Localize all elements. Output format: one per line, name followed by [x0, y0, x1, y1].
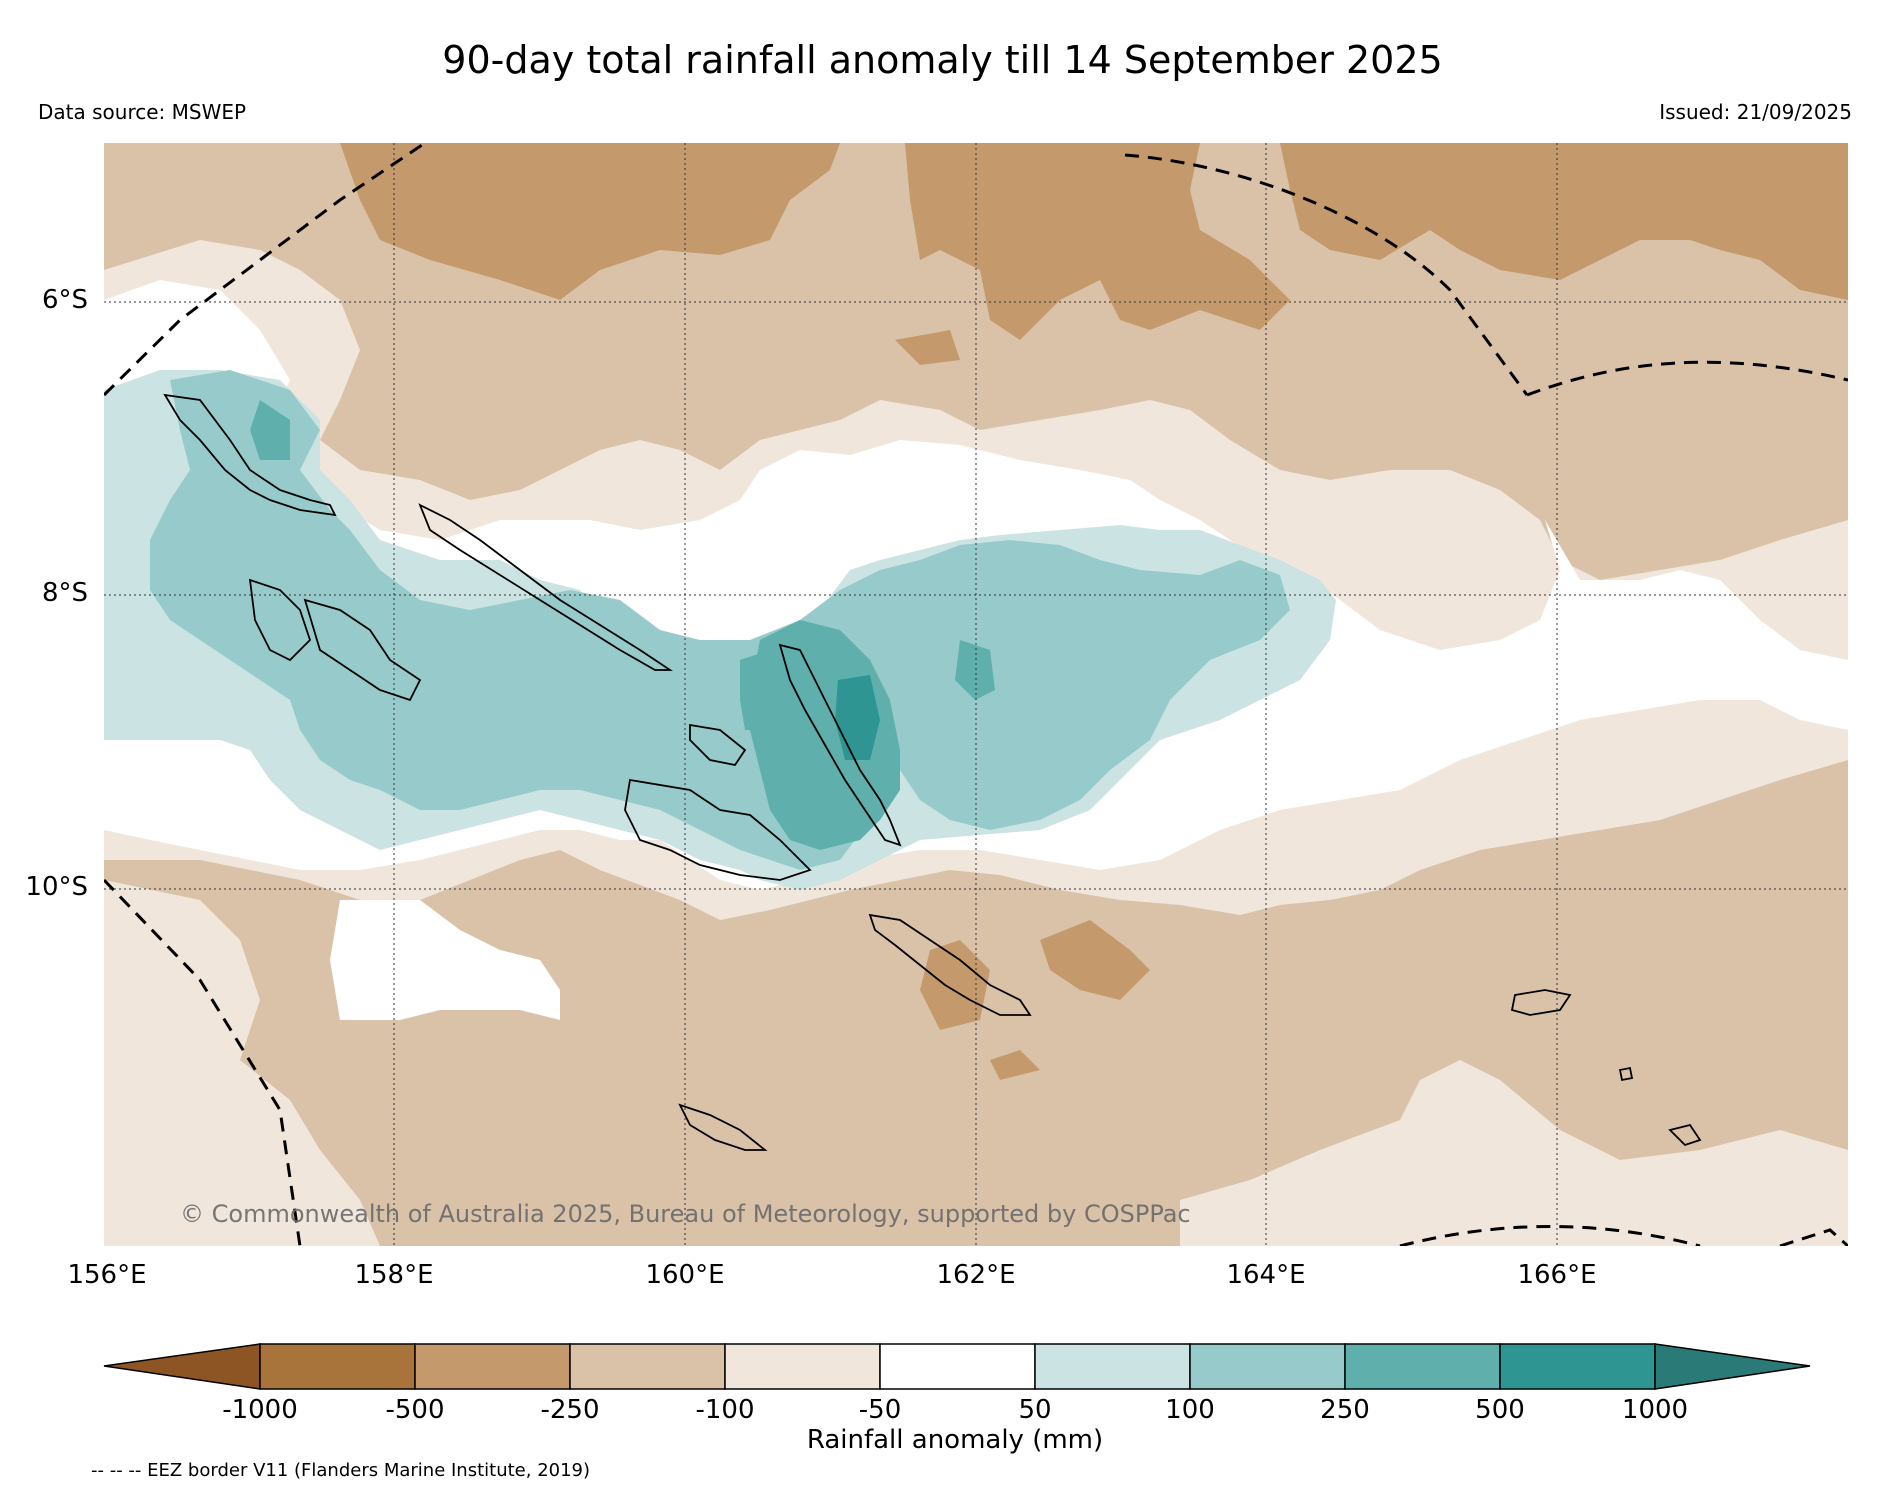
contour-wet-250-500-3: [955, 640, 995, 700]
contour-dry-north-3: [1280, 143, 1848, 300]
data-source-label: Data source: MSWEP: [38, 100, 247, 124]
contour-dry-south-2: [920, 940, 990, 1030]
colorbar-segment-2: [414, 1343, 571, 1390]
island-small-1: [1668, 1123, 1702, 1147]
colorbar-tick: -250: [540, 1395, 600, 1425]
colorbar: [103, 1343, 1811, 1390]
contour-dry-south-1: [1040, 920, 1150, 1000]
contour-dry-north-2: [905, 143, 1290, 340]
lat-label-6s: 6°S: [41, 285, 88, 315]
lat-label-8s: 8°S: [41, 578, 88, 608]
contour-wet-250-500-2: [740, 650, 780, 730]
island-new-georgia: [248, 578, 312, 662]
colorbar-segment-4: [724, 1343, 881, 1390]
contour-wet-500-1000: [835, 675, 880, 760]
lon-label-158e: 158°E: [354, 1260, 434, 1290]
contour-dry-north-4: [895, 330, 960, 365]
lon-label-164e: 164°E: [1226, 1260, 1306, 1290]
island-malaita: [868, 913, 1032, 1016]
colorbar-extend-low: [103, 1343, 261, 1390]
island-bougainville: [163, 393, 337, 517]
island-vella-lavella: [303, 598, 422, 702]
colorbar-segment-6: [1034, 1343, 1191, 1390]
colorbar-segment-3: [569, 1343, 726, 1390]
eez-legend-note: -- -- -- EEZ border V11 (Flanders Marine…: [91, 1460, 591, 1481]
colorbar-extend-high: [1654, 1343, 1811, 1390]
lon-label-162e: 162°E: [936, 1260, 1016, 1290]
colorbar-segment-8: [1344, 1343, 1501, 1390]
lat-label-10s: 10°S: [25, 872, 88, 902]
copyright-watermark: © Commonwealth of Australia 2025, Bureau…: [180, 1200, 1191, 1228]
colorbar-segment-7: [1189, 1343, 1346, 1390]
contour-neutral-southwest: [330, 900, 560, 1020]
colorbar-label: Rainfall anomaly (mm): [806, 1425, 1104, 1455]
colorbar-tick: 250: [1320, 1395, 1370, 1425]
contour-light-dry-southeast: [1180, 1060, 1848, 1246]
colorbar-tick: 100: [1165, 1395, 1215, 1425]
island-small-2: [1618, 1066, 1634, 1082]
island-santa-isabel: [778, 643, 902, 847]
colorbar-segment-1: [259, 1343, 416, 1390]
contour-dry-south-3: [990, 1050, 1040, 1080]
issued-date-label: Issued: 21/09/2025: [1659, 100, 1852, 124]
anomaly-contours: [104, 143, 1848, 1246]
colorbar-tick: -1000: [222, 1395, 298, 1425]
island-choiseul: [418, 503, 673, 671]
coastlines: [163, 393, 1702, 1151]
eez-borders: [104, 143, 1848, 1246]
colorbar-tick: 50: [1018, 1395, 1052, 1425]
colorbar-segment-5: [879, 1343, 1036, 1390]
colorbar-tick: -500: [385, 1395, 445, 1425]
chart-title: 90-day total rainfall anomaly till 14 Se…: [442, 38, 1443, 82]
lon-label-160e: 160°E: [645, 1260, 725, 1290]
contour-wet-250-500-4: [250, 400, 290, 460]
colorbar-tick: 1000: [1621, 1395, 1689, 1425]
colorbar-tick: -100: [695, 1395, 755, 1425]
island-rennell: [678, 1103, 768, 1151]
colorbar-tick: -50: [858, 1395, 902, 1425]
colorbar-segment-9: [1499, 1343, 1656, 1390]
contour-wet-100-250: [150, 370, 1290, 870]
island-florida: [689, 723, 747, 767]
lon-label-156e: 156°E: [67, 1260, 147, 1290]
colorbar-tick: 500: [1475, 1395, 1525, 1425]
contour-dry-north-1: [340, 143, 840, 300]
contour-light-dry-southwest: [104, 880, 380, 1246]
lon-label-166e: 166°E: [1517, 1260, 1597, 1290]
island-guadalcanal: [624, 778, 812, 881]
island-santa-cruz: [1510, 989, 1572, 1016]
